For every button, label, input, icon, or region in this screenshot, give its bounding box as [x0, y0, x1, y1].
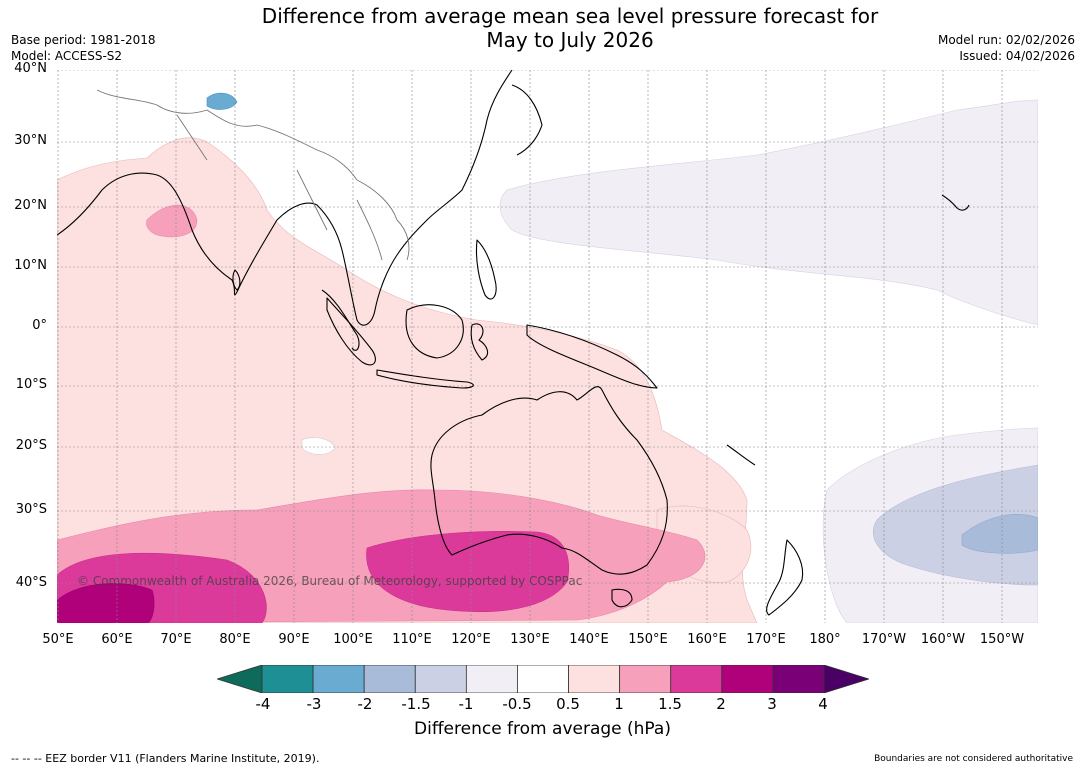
- lat-label: 30°N: [14, 133, 47, 148]
- coast-arabia-india: [57, 172, 343, 296]
- colorbar-tick: -4: [255, 695, 271, 713]
- colorbar-svg: [215, 664, 871, 694]
- lon-label: 80°E: [219, 632, 251, 647]
- colorbar-tick: 3: [767, 695, 777, 713]
- coastlines: [57, 70, 970, 616]
- colorbar-cell: [465, 664, 518, 694]
- lon-label: 60°E: [101, 632, 133, 647]
- lon-label: 100°E: [333, 632, 373, 647]
- lon-label: 130°E: [510, 632, 550, 647]
- copyright-watermark: © Commonwealth of Australia 2026, Bureau…: [77, 574, 583, 588]
- meta-right: Model run: 02/02/2026 Issued: 04/02/2026: [938, 32, 1075, 64]
- coast-hawaii: [941, 194, 970, 211]
- map-panel[interactable]: [57, 70, 1038, 623]
- colorbar-cell: [772, 664, 825, 694]
- colorbar-tick: -2: [357, 695, 373, 713]
- coast-australia: [430, 386, 668, 575]
- colorbar-cells: [215, 664, 871, 694]
- title-line-1: Difference from average mean sea level p…: [261, 4, 879, 28]
- anomaly-shading: [57, 92, 1038, 623]
- colorbar-tick: 4: [818, 695, 828, 713]
- eez-note: -- -- -- EEZ border V11 (Flanders Marine…: [11, 752, 320, 765]
- colorbar-cell: [312, 664, 365, 694]
- lat-label: 10°N: [14, 258, 47, 273]
- coast-japan: [511, 84, 543, 156]
- colorbar-tick: 1: [614, 695, 624, 713]
- lon-label: 110°E: [392, 632, 432, 647]
- colorbar-extend-high: [823, 664, 871, 694]
- coast-sulawesi: [470, 323, 489, 361]
- lon-label: 170°E: [746, 632, 786, 647]
- colorbar-cell: [721, 664, 774, 694]
- coast-sumatra: [326, 297, 376, 366]
- coast-philippines: [475, 239, 497, 300]
- borders: [96, 89, 410, 261]
- colorbar-tick: 2: [716, 695, 726, 713]
- model-name: Model: ACCESS-S2: [11, 49, 123, 63]
- colorbar-cell: [363, 664, 416, 694]
- colorbar-label: Difference from average (hPa): [414, 719, 671, 739]
- lon-label: 70°E: [160, 632, 192, 647]
- coast-borneo: [405, 304, 464, 359]
- shade-negative-1-1p5: [872, 464, 1038, 586]
- shade-negative-1p5-2: [961, 514, 1038, 554]
- chart-title: Difference from average mean sea level p…: [0, 4, 1085, 52]
- lon-label: 120°E: [451, 632, 491, 647]
- shade-positive-1p5-2-aus: [366, 531, 569, 612]
- coast-malay: [321, 289, 360, 351]
- colorbar-tick: -3: [306, 695, 322, 713]
- coast-new-zealand: [766, 539, 804, 616]
- authority-note: Boundaries are not considered authoritat…: [874, 754, 1073, 764]
- lon-label: 160°W: [920, 632, 966, 647]
- colorbar-cell: [619, 664, 672, 694]
- colorbar-tick: -1.5: [401, 695, 431, 713]
- colorbar-tick: -0.5: [502, 695, 532, 713]
- meta-left: Base period: 1981-2018 Model: ACCESS-S2: [11, 32, 156, 64]
- lon-label: 140°E: [569, 632, 609, 647]
- colorbar-tick: 0.5: [556, 695, 580, 713]
- colorbar-cell: [517, 664, 569, 694]
- colorbar-cell: [261, 664, 314, 694]
- lat-label: 40°N: [14, 61, 47, 76]
- title-line-2: May to July 2026: [486, 28, 654, 52]
- lat-label: 40°S: [15, 575, 47, 590]
- white-pocket: [301, 437, 336, 455]
- lon-label: 170°W: [861, 632, 907, 647]
- lat-label: 0°: [32, 318, 47, 333]
- shade-negative-himalaya: [206, 92, 238, 110]
- lon-label: 150°W: [979, 632, 1025, 647]
- lon-label: 50°E: [42, 632, 74, 647]
- colorbar-extend-low: [215, 664, 263, 694]
- coast-tasmania: [611, 588, 633, 608]
- base-period: Base period: 1981-2018: [11, 33, 156, 47]
- map-svg: [57, 70, 1038, 623]
- colorbar: [215, 664, 871, 694]
- colorbar-tick: 1.5: [658, 695, 682, 713]
- lon-label: 90°E: [278, 632, 310, 647]
- coast-se-asia: [341, 70, 513, 326]
- coast-sri-lanka: [232, 269, 241, 291]
- coast-java: [376, 369, 474, 389]
- colorbar-tick: -1: [458, 695, 474, 713]
- lon-label: 160°E: [687, 632, 727, 647]
- lat-label: 20°N: [14, 198, 47, 213]
- lat-label: 20°S: [15, 438, 47, 453]
- issued-date: Issued: 04/02/2026: [959, 49, 1075, 63]
- graticule: [57, 70, 1038, 623]
- coast-new-guinea: [526, 324, 658, 389]
- lon-label: 180°: [809, 632, 841, 647]
- shade-positive-2-3: [57, 583, 155, 623]
- shade-positive-1-1p5-india: [146, 204, 198, 238]
- coast-new-caledonia: [726, 444, 756, 466]
- shade-negative-0p5-1: [499, 99, 1038, 326]
- lat-label: 10°S: [15, 377, 47, 392]
- colorbar-cell: [568, 664, 621, 694]
- colorbar-cell: [670, 664, 723, 694]
- lon-label: 150°E: [628, 632, 668, 647]
- shade-positive-0p5-1: [57, 137, 758, 623]
- lat-label: 30°S: [15, 502, 47, 517]
- colorbar-cell: [414, 664, 467, 694]
- model-run: Model run: 02/02/2026: [937, 33, 1075, 47]
